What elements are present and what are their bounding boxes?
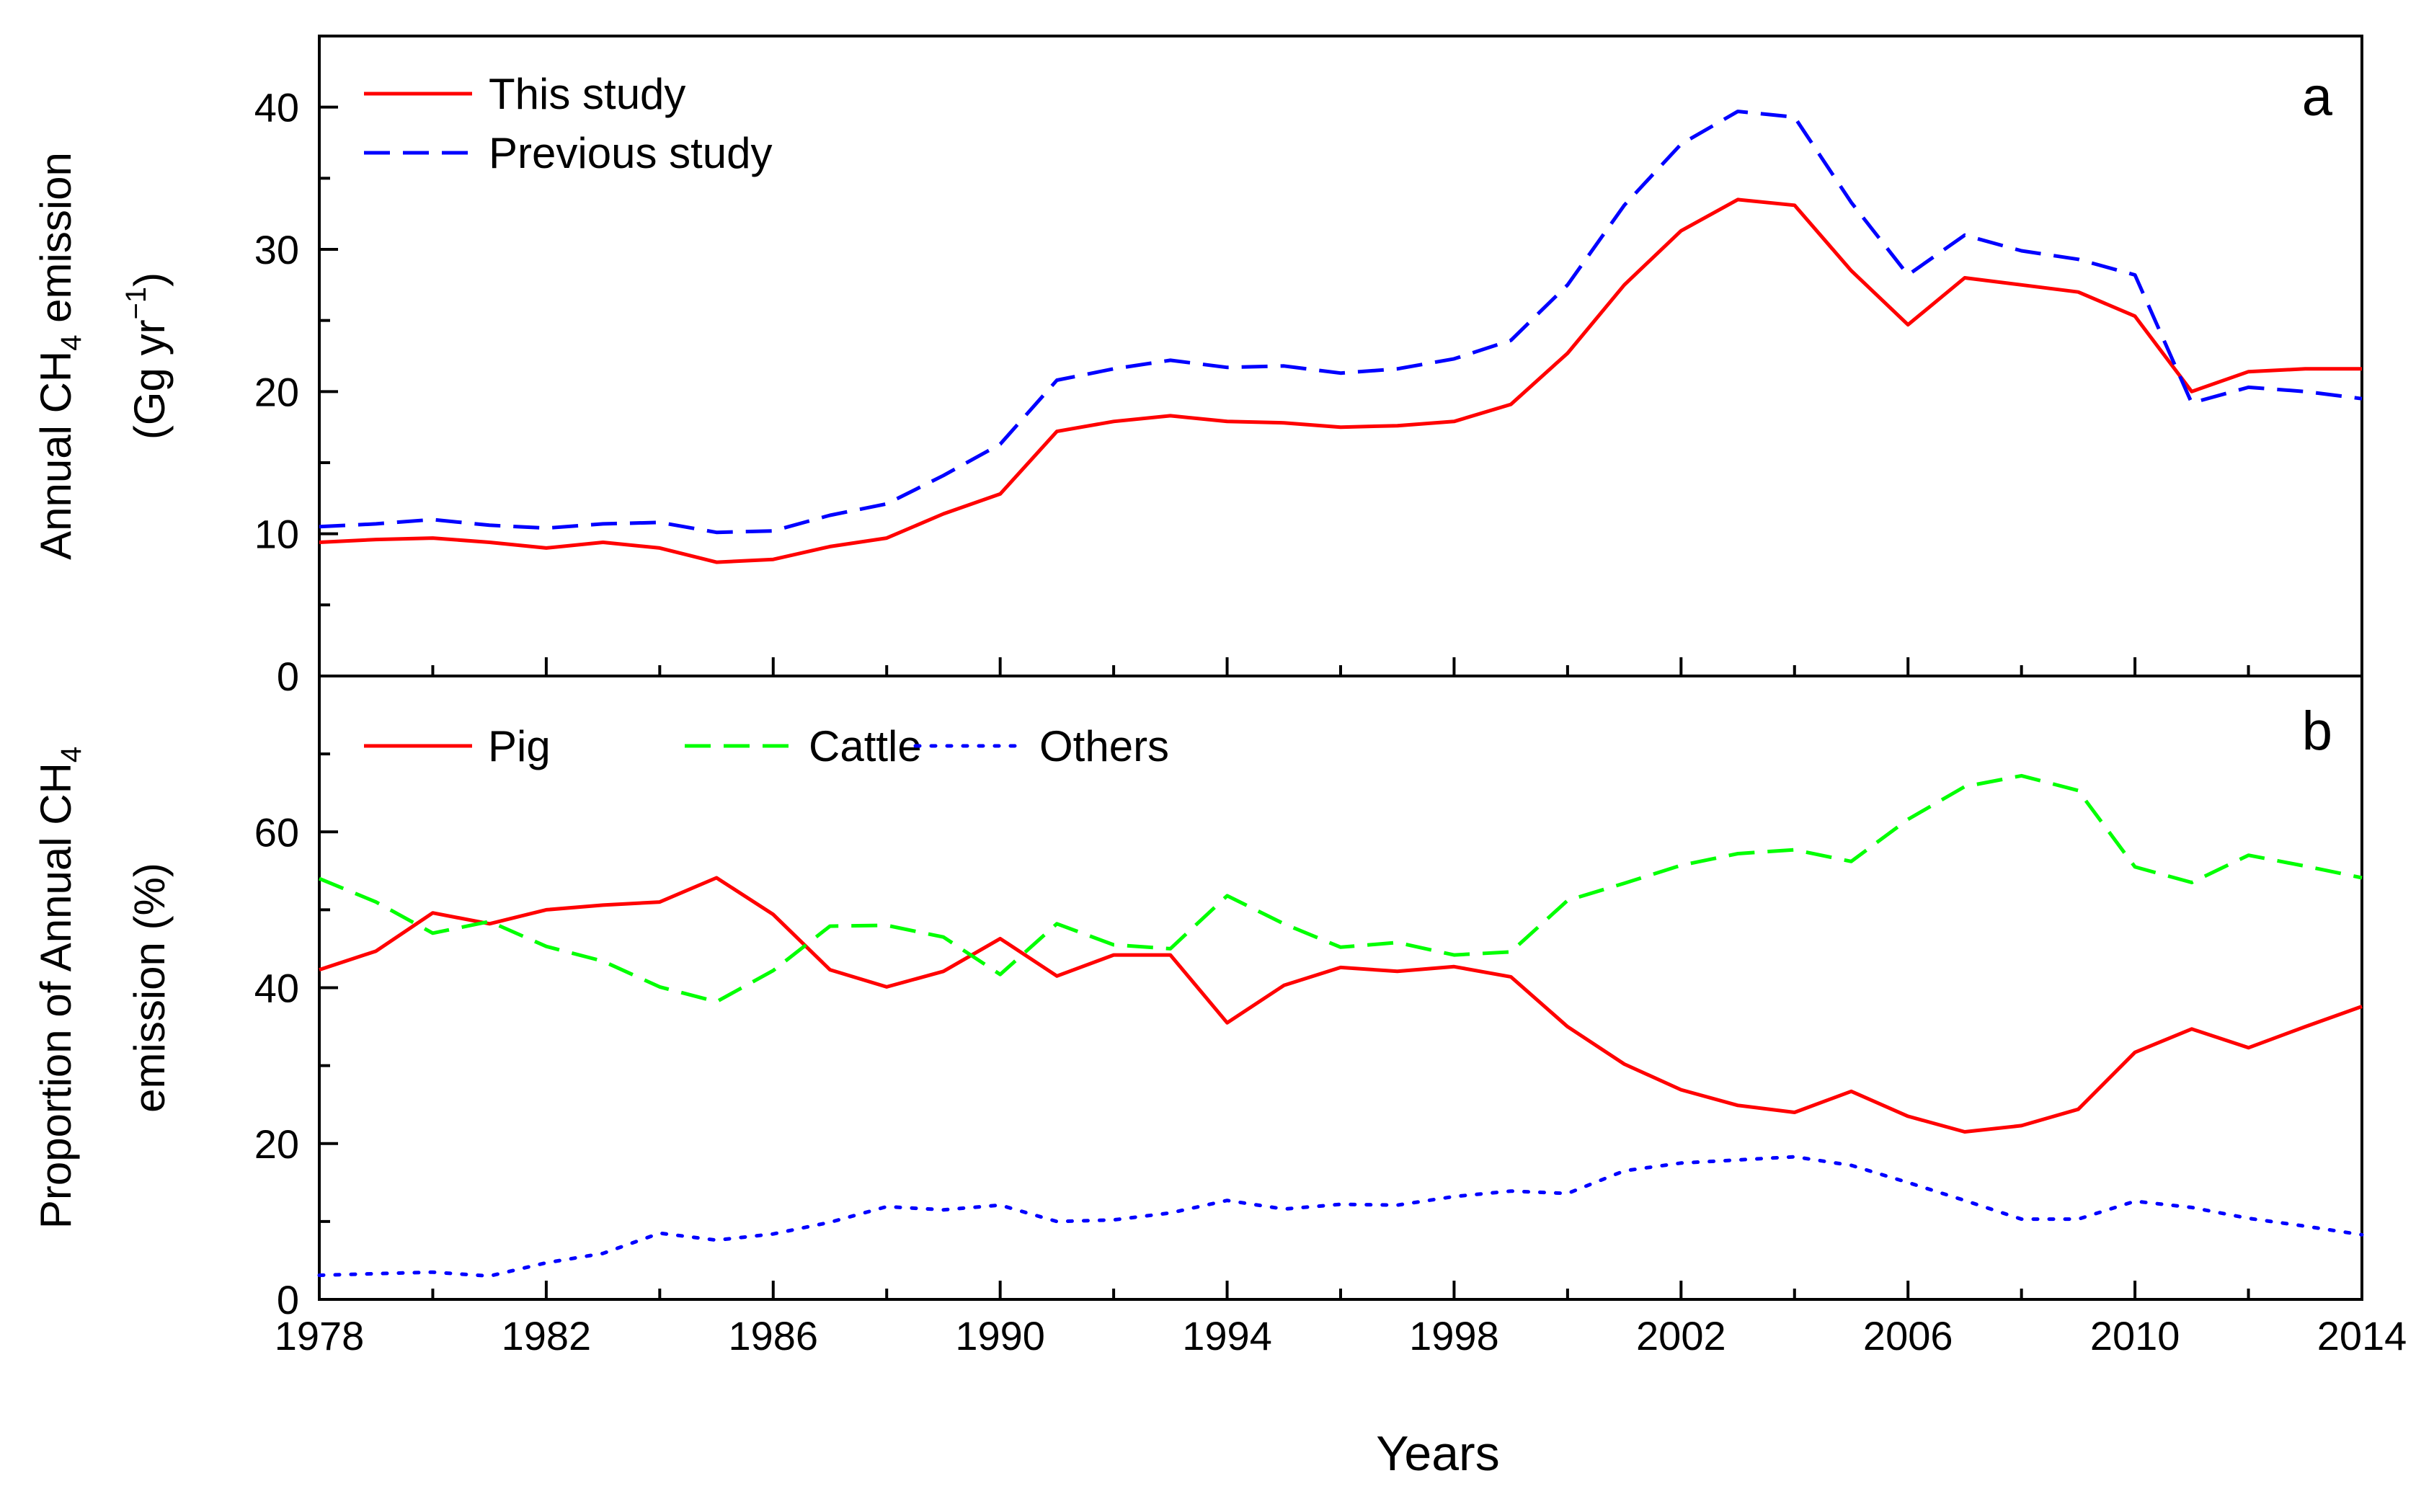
y-tick-label-a: 30 <box>254 227 299 272</box>
y-axis-title-a-line1: Annual CH4 emission <box>32 152 87 560</box>
legend-label-previous-study: Previous study <box>489 129 773 177</box>
x-tick-label: 1998 <box>1409 1313 1499 1358</box>
y-tick-label-a: 20 <box>254 369 299 414</box>
panel-label-a: a <box>2302 66 2333 128</box>
y-axis-title-b-line2: emission (%) <box>125 863 174 1113</box>
y-axis-title-b-line1: Proportion of Annual CH4 <box>32 747 87 1229</box>
x-tick-label: 2002 <box>1636 1313 1726 1358</box>
legend-label-others: Others <box>1039 722 1169 770</box>
series-line-pig <box>319 876 2363 1134</box>
x-tick-label: 2006 <box>1863 1313 1953 1358</box>
legend-label-cattle: Cattle <box>809 722 922 770</box>
legend-label-this-study: This study <box>489 70 685 118</box>
series-line-cattle <box>319 773 2363 1004</box>
y-tick-label-a: 0 <box>277 654 299 699</box>
y-tick-label-b: 60 <box>254 809 299 855</box>
y-tick-label-b: 20 <box>254 1121 299 1167</box>
x-tick-label: 1994 <box>1182 1313 1272 1358</box>
x-axis-title: Years <box>1376 1426 1499 1481</box>
y-axis-title-a-line2: (Gg yr−1) <box>120 272 174 440</box>
x-tick-label: 2014 <box>2317 1313 2407 1358</box>
panel-b-chart: 0 20 40 60 1978 1982 1986 1990 1994 1998 2002 2006 2… <box>32 675 2407 1358</box>
x-tick-label: 2010 <box>2090 1313 2180 1358</box>
x-tick-label: 1978 <box>275 1313 365 1358</box>
plot-frame-b <box>318 675 2363 1301</box>
y-tick-label-b: 0 <box>277 1277 299 1322</box>
x-tick-label: 1986 <box>728 1313 818 1358</box>
legend-label-pig: Pig <box>488 722 551 770</box>
series-line-others <box>317 1155 2364 1278</box>
x-tick-label: 1982 <box>502 1313 592 1358</box>
series-line-this-study <box>319 197 2362 564</box>
series-line-previous-study <box>319 110 2363 535</box>
x-tick-label: 1990 <box>955 1313 1045 1358</box>
y-tick-label-b: 40 <box>254 966 299 1011</box>
panel-a-chart: 0 10 20 30 40 This study Previous study a Annual… <box>32 35 2363 699</box>
y-tick-label-a: 10 <box>254 512 299 557</box>
panel-label-b: b <box>2302 701 2332 762</box>
y-tick-label-a: 40 <box>254 85 299 130</box>
